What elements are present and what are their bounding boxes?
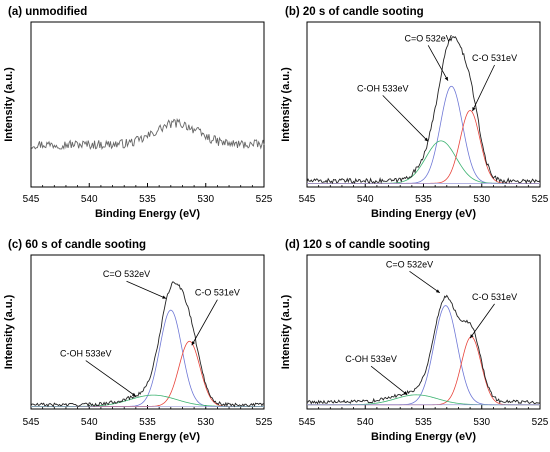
peak-annotation-3: C-O 531eV [472, 53, 517, 63]
x-tick-label: 540 [357, 194, 374, 205]
annotation-arrow [382, 95, 429, 142]
x-tick-label: 545 [299, 417, 316, 428]
panel-1: (a) unmodified Intensity (a.u.) Binding En… [3, 6, 273, 220]
panel-3: (c) 60 s of candle sooting Intensity (a.u… [3, 239, 273, 443]
x-tick-label: 525 [256, 194, 273, 205]
x-tick-label: 545 [23, 194, 40, 205]
arrow-head [424, 137, 429, 142]
x-tick-label: 525 [532, 194, 549, 205]
x-axis-label: Binding Energy (eV) [371, 208, 476, 220]
annotation-arrow [469, 303, 495, 339]
arrow-head [470, 334, 474, 339]
x-tick-label: 545 [299, 194, 316, 205]
x-axis-label: Binding Energy (eV) [95, 431, 200, 443]
x-tick-label: 540 [81, 417, 98, 428]
peak-annotation-1: C=O 532eV [405, 33, 452, 43]
x-axis-label: Binding Energy (eV) [95, 208, 200, 220]
x-tick-label: 525 [256, 417, 273, 428]
annotation-arrow [472, 64, 495, 112]
component-curve-1 [307, 305, 540, 406]
x-tick-label: 530 [473, 194, 490, 205]
x-tick-label: 545 [23, 417, 40, 428]
raw-spectrum-line [30, 281, 265, 408]
x-tick-label: 535 [139, 194, 156, 205]
annotation-arrow [191, 299, 218, 346]
peak-annotation-3: C-OH 533eV [345, 354, 397, 364]
x-tick-label: 530 [197, 417, 214, 428]
arrow-head [131, 392, 136, 397]
peak-annotation-3: C-OH 533eV [60, 349, 112, 359]
x-tick-label: 530 [197, 194, 214, 205]
arrow-head [435, 289, 440, 293]
annotation-arrow [85, 360, 137, 397]
x-tick-label: 530 [473, 417, 490, 428]
component-curve-2 [307, 140, 540, 184]
peak-annotation-1: C=O 532eV [386, 259, 433, 269]
panel-title: (d) 120 s of candle sooting [285, 239, 430, 251]
arrow-head [472, 107, 476, 112]
peak-annotation-2: C-OH 533eV [357, 83, 409, 93]
peak-annotation-2: C-O 531eV [195, 288, 240, 298]
annotation-arrow [409, 270, 441, 294]
component-curve-2 [307, 336, 540, 406]
peak-annotation-1: C=O 532eV [103, 269, 150, 279]
y-axis-label: Intensity (a.u.) [3, 294, 15, 369]
raw-spectrum-line [30, 117, 265, 151]
plot-frame [306, 254, 541, 410]
y-axis-label: Intensity (a.u.) [280, 67, 292, 142]
arrow-head [162, 295, 167, 299]
panel-title: (a) unmodified [8, 6, 87, 18]
panel-title: (c) 60 s of candle sooting [8, 239, 146, 251]
panel-2: (b) 20 s of candle sooting Intensity (a.u… [280, 6, 549, 220]
x-tick-label: 535 [415, 194, 432, 205]
x-axis-label: Binding Energy (eV) [371, 431, 476, 443]
panel-4: (d) 120 s of candle sooting Intensity (a.… [280, 239, 549, 443]
y-axis-label: Intensity (a.u.) [280, 294, 292, 369]
x-tick-label: 535 [415, 417, 432, 428]
component-curve-1 [307, 85, 540, 184]
raw-spectrum-line [306, 294, 541, 405]
x-tick-label: 535 [139, 417, 156, 428]
annotation-arrow [427, 45, 449, 81]
x-tick-label: 540 [81, 194, 98, 205]
arrow-head [403, 391, 408, 395]
y-axis-label: Intensity (a.u.) [3, 67, 15, 142]
component-curve-3 [31, 394, 264, 407]
x-tick-label: 540 [357, 417, 374, 428]
annotation-arrow [370, 365, 408, 396]
arrow-head [191, 341, 196, 346]
component-curve-3 [307, 110, 540, 184]
x-tick-label: 525 [532, 417, 549, 428]
component-curve-3 [307, 394, 540, 406]
annotation-arrow [126, 280, 167, 299]
raw-spectrum-line [306, 36, 541, 185]
arrow-head [444, 76, 448, 81]
plot-frame [30, 21, 265, 188]
peak-annotation-2: C-O 531eV [472, 292, 517, 302]
panel-title: (b) 20 s of candle sooting [285, 6, 424, 18]
